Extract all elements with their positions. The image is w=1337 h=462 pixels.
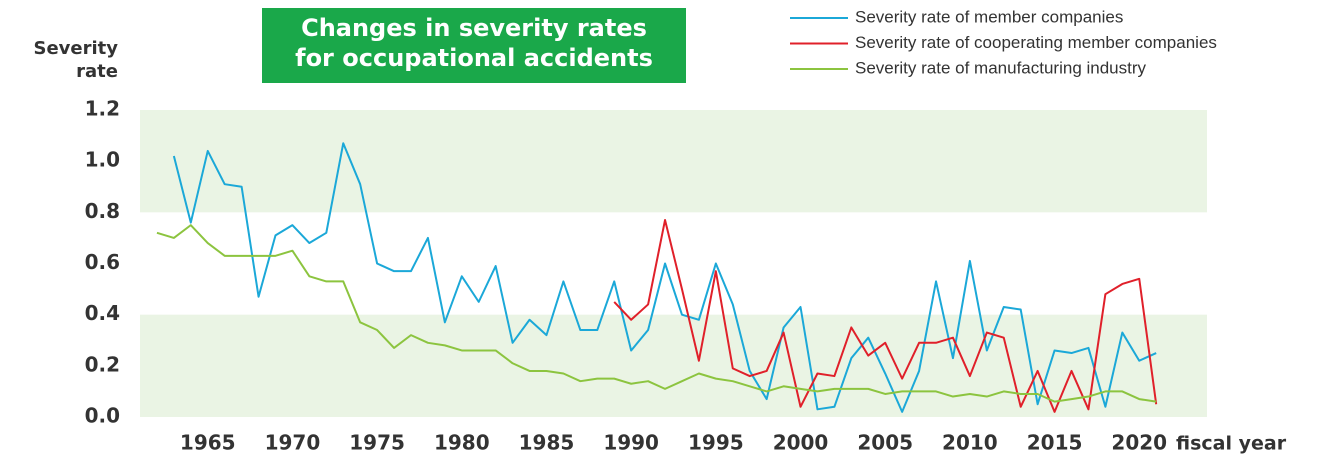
- y-tick-label: 1.0: [85, 148, 120, 172]
- y-tick-label: 0.6: [85, 250, 120, 274]
- series-line: [156, 224, 1157, 403]
- y-tick-label: 0.8: [85, 199, 120, 223]
- x-tick-label: 2020: [1111, 431, 1167, 455]
- x-tick-label: 2015: [1027, 431, 1083, 455]
- bands: [140, 110, 1207, 417]
- y-tick-label: 0.4: [85, 301, 120, 325]
- y-tick-label: 0.2: [85, 352, 120, 376]
- legend-label: Severity rate of cooperating member comp…: [855, 33, 1217, 52]
- series-line: [172, 142, 1157, 413]
- x-tick-label: 1980: [434, 431, 490, 455]
- x-tick-label: 1995: [688, 431, 744, 455]
- band: [140, 110, 1207, 213]
- x-tick-label: 1985: [519, 431, 575, 455]
- x-tick-label: 1970: [265, 431, 321, 455]
- x-tick-label: 1975: [349, 431, 405, 455]
- title-box: [262, 8, 686, 83]
- legend-label: Severity rate of member companies: [855, 7, 1123, 26]
- band: [140, 314, 1207, 417]
- x-tick-label: 2000: [773, 431, 829, 455]
- chart-title: for occupational accidents: [295, 44, 653, 72]
- x-axis-label: fiscal year: [1176, 433, 1287, 455]
- y-axis-label: Severity: [34, 38, 119, 59]
- y-tick-label: 0.0: [85, 404, 120, 428]
- x-tick-label: 2005: [857, 431, 913, 455]
- x-tick-label: 2010: [942, 431, 998, 455]
- y-axis-label: rate: [76, 61, 118, 82]
- chart-title: Changes in severity rates: [301, 14, 647, 42]
- x-tick-label: 1965: [180, 431, 236, 455]
- x-tick-label: 1990: [603, 431, 659, 455]
- series-line: [613, 219, 1158, 413]
- y-tick-label: 1.2: [85, 97, 120, 121]
- legend-label: Severity rate of manufacturing industry: [855, 58, 1147, 77]
